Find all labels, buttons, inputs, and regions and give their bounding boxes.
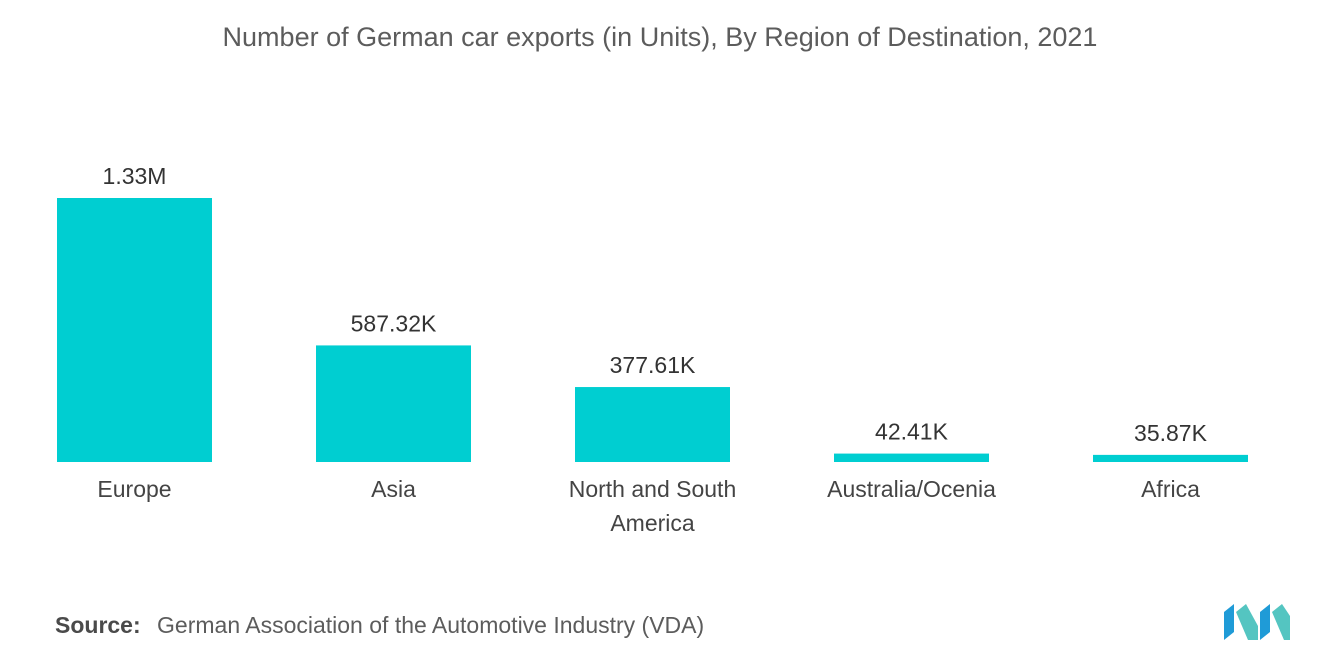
value-label-4: 35.87K [1134, 420, 1208, 446]
category-label-2: America [610, 510, 695, 536]
bar-1 [316, 345, 471, 462]
bar-0 [57, 198, 212, 462]
value-label-1: 587.32K [351, 310, 437, 336]
category-label-0: Europe [97, 476, 171, 502]
bar-3 [834, 453, 989, 462]
source-label: Source: [55, 612, 141, 638]
bar-chart: 1.33M Europe 587.32K Asia 377.61K North and S… [57, 163, 1248, 536]
source-text: German Association of the Automotive Ind… [157, 612, 705, 638]
value-label-2: 377.61K [610, 352, 696, 378]
category-label-3: Australia/Ocenia [827, 476, 996, 502]
category-label-2: North and South [569, 476, 737, 502]
chart-title: Number of German car exports (in Units),… [222, 22, 1098, 52]
value-label-0: 1.33M [103, 163, 167, 189]
bar-4 [1093, 454, 1248, 462]
category-label-1: Asia [371, 476, 416, 502]
value-label-3: 42.41K [875, 419, 949, 445]
category-label-4: Africa [1141, 476, 1200, 502]
bar-2 [575, 387, 730, 462]
source-note: Source: German Association of the Automo… [55, 612, 704, 639]
mordor-intelligence-logo-icon [1224, 604, 1290, 640]
